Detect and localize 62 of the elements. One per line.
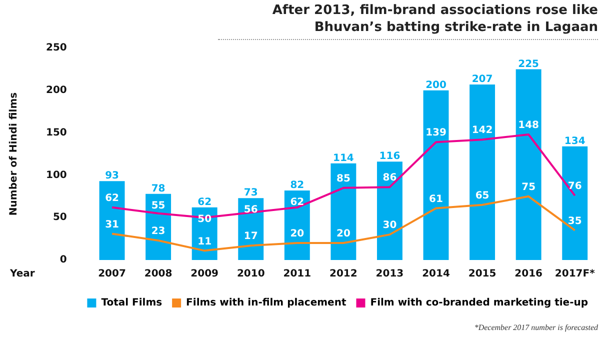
data-label: 30 bbox=[382, 220, 397, 232]
data-label: 76 bbox=[568, 181, 582, 192]
bar bbox=[470, 84, 496, 260]
data-label: 78 bbox=[151, 183, 166, 194]
bar bbox=[99, 181, 125, 260]
data-label: 23 bbox=[151, 226, 166, 238]
y-tick-label: 50 bbox=[52, 212, 67, 224]
data-label: 225 bbox=[518, 58, 540, 70]
x-tick-label: 2008 bbox=[144, 268, 172, 280]
data-label: 20 bbox=[336, 228, 350, 240]
data-label: 17 bbox=[244, 231, 258, 242]
legend-label: Film with co-branded marketing tie-up bbox=[370, 298, 588, 309]
data-label: 93 bbox=[105, 170, 120, 182]
y-tick-label: 0 bbox=[60, 254, 67, 266]
data-label: 62 bbox=[105, 193, 120, 204]
y-tick-label: 150 bbox=[46, 127, 67, 138]
x-tick-label: 2016 bbox=[514, 268, 543, 280]
x-tick-label: 2007 bbox=[98, 268, 126, 280]
text: *December 2017 number is forecasted bbox=[474, 323, 598, 332]
data-label: 62 bbox=[198, 197, 212, 208]
data-label: 207 bbox=[472, 74, 493, 86]
data-label: 73 bbox=[244, 188, 258, 199]
x-tick-label: 2012 bbox=[330, 268, 358, 280]
x-tick-label: 2010 bbox=[236, 268, 265, 280]
legend-label: Films with in-film placement bbox=[186, 298, 346, 309]
bar bbox=[516, 69, 542, 260]
data-label: 35 bbox=[568, 216, 582, 227]
data-label: 55 bbox=[151, 200, 166, 212]
data-label: 139 bbox=[426, 128, 446, 139]
data-label: 75 bbox=[522, 182, 536, 193]
data-label: 134 bbox=[564, 136, 586, 147]
data-label: 114 bbox=[333, 152, 354, 164]
data-label: 65 bbox=[475, 190, 490, 202]
chart-title: After 2013, film-brand associations rose like Bhuvan’s batting strike-rate in Lagaan bbox=[218, 2, 598, 40]
x-tick-label: 2017F* bbox=[554, 268, 596, 280]
data-label: 148 bbox=[518, 120, 540, 132]
data-label: 11 bbox=[198, 236, 212, 248]
bar bbox=[376, 162, 402, 260]
y-tick-label: 250 bbox=[46, 42, 67, 54]
x-tick-label: 2011 bbox=[283, 268, 312, 280]
data-label: 142 bbox=[472, 125, 493, 136]
data-label: 200 bbox=[426, 80, 446, 91]
data-label: 82 bbox=[290, 180, 304, 192]
data-label: 31 bbox=[105, 219, 120, 230]
data-label: 85 bbox=[336, 174, 350, 185]
y-tick-label: 200 bbox=[46, 84, 67, 96]
bar bbox=[562, 146, 588, 260]
data-label: 62 bbox=[290, 197, 304, 208]
x-tick-label: 2009 bbox=[190, 268, 219, 280]
data-label: 61 bbox=[429, 194, 443, 205]
data-label: 116 bbox=[379, 151, 400, 162]
bar bbox=[330, 163, 356, 260]
y-axis-title: Number of Hindi films bbox=[8, 92, 20, 216]
bar bbox=[423, 90, 449, 260]
x-tick-label: 2015 bbox=[468, 268, 496, 280]
x-tick-label: 2014 bbox=[422, 268, 450, 280]
data-label: 86 bbox=[382, 172, 397, 184]
x-axis-title: Year bbox=[9, 268, 35, 280]
legend-label: Total Films bbox=[101, 298, 162, 309]
x-tick-label: 2013 bbox=[376, 268, 404, 280]
y-tick-label: 100 bbox=[46, 170, 67, 181]
data-label: 20 bbox=[290, 228, 304, 240]
